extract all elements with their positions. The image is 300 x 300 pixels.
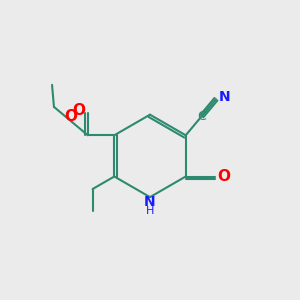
Text: H: H <box>146 206 154 216</box>
Text: O: O <box>64 109 77 124</box>
Text: C: C <box>197 110 206 123</box>
Text: O: O <box>73 103 85 118</box>
Text: N: N <box>218 90 230 104</box>
Text: N: N <box>144 195 156 209</box>
Text: O: O <box>217 169 230 184</box>
